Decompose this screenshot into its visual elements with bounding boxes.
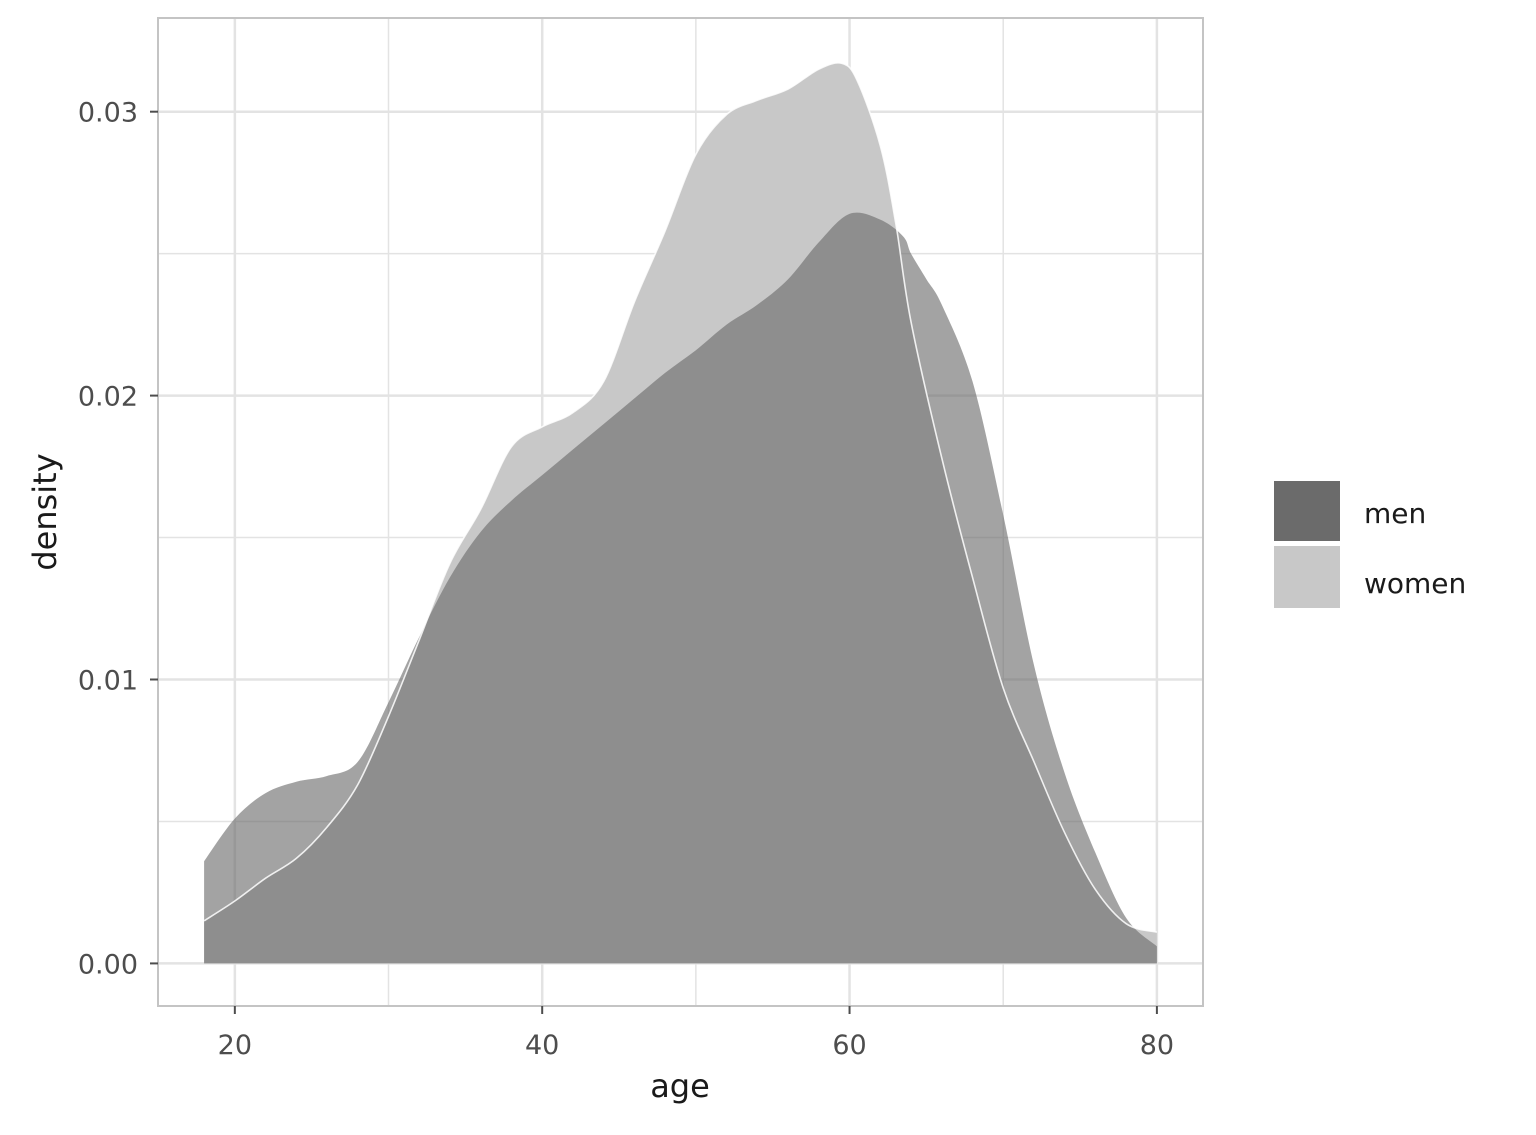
x-tick-label: 20 xyxy=(218,1030,252,1061)
x-tick-label: 60 xyxy=(832,1030,866,1061)
legend-label-men: men xyxy=(1364,497,1426,530)
x-axis-title: age xyxy=(650,1067,710,1105)
legend-key-men xyxy=(1274,481,1340,541)
density-area-men xyxy=(204,212,1157,964)
y-tick-label: 0.01 xyxy=(78,666,138,697)
y-tick-label: 0.00 xyxy=(78,949,138,980)
y-axis-title: density xyxy=(26,453,64,570)
panel-border xyxy=(157,17,1204,1007)
x-tick-label: 80 xyxy=(1140,1030,1174,1061)
density-outline-women xyxy=(203,62,1158,933)
legend-key-women xyxy=(1274,546,1340,608)
legend-label-women: women xyxy=(1364,567,1466,600)
axis-ticks: 20 40 60 80 0.00 0.01 0.02 0.03 xyxy=(78,98,1174,1061)
y-tick-label: 0.02 xyxy=(78,382,138,413)
density-areas xyxy=(203,62,1158,964)
x-tick-label: 40 xyxy=(525,1030,559,1061)
y-tick-label: 0.03 xyxy=(78,98,138,129)
legend: men women xyxy=(1274,481,1466,608)
